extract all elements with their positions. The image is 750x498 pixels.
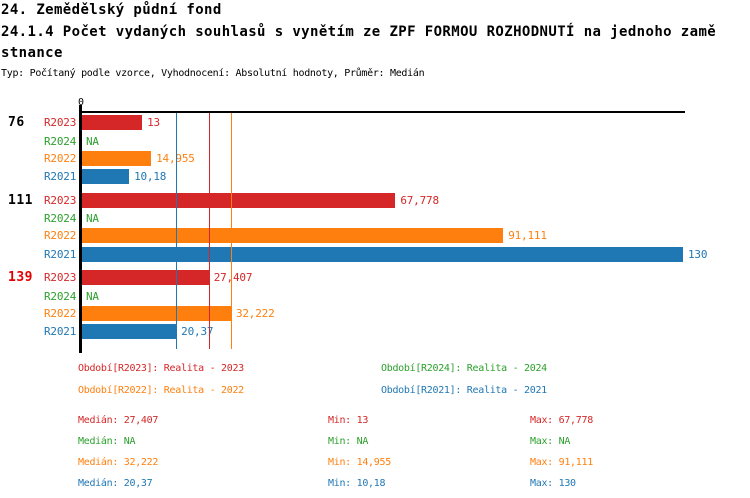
legend-item: Období[R2024]: Realita - 2024 — [381, 363, 547, 374]
y-axis-line — [79, 105, 82, 353]
series-label: R2022 — [44, 151, 77, 165]
series-label: R2021 — [44, 247, 77, 261]
median-line — [230, 113, 232, 349]
chart-subtitle: Typ: Počítaný podle vzorce, Vyhodnocení:… — [1, 68, 425, 79]
na-value: NA — [86, 212, 99, 225]
na-value: NA — [86, 289, 99, 303]
bar — [82, 228, 504, 243]
series-label: R2021 — [44, 325, 77, 338]
series-label: R2023 — [44, 271, 77, 284]
stat-median: Medián: 32,222 — [78, 457, 159, 468]
series-label: R2024 — [44, 289, 77, 303]
stat-max: Max: 67,778 — [530, 415, 593, 426]
bar — [82, 115, 143, 130]
series-label: R2022 — [44, 306, 77, 320]
bar — [82, 270, 209, 285]
bar-value: 10,18 — [134, 170, 167, 183]
stat-max: Max: 130 — [530, 478, 576, 489]
stat-min: Min: 13 — [328, 415, 369, 426]
bar — [82, 324, 177, 339]
bar-value: 67,778 — [400, 193, 439, 207]
stat-min: Min: 10,18 — [328, 478, 386, 489]
bar-value: 32,222 — [235, 306, 275, 320]
bar — [82, 169, 130, 184]
legend-item: Období[R2021]: Realita - 2021 — [381, 385, 547, 396]
group-label: 111 — [8, 192, 33, 208]
series-label: R2022 — [44, 229, 77, 242]
series-label: R2024 — [44, 134, 77, 148]
group-label: 139 — [8, 270, 33, 285]
stat-median: Medián: 27,407 — [78, 415, 159, 426]
median-line — [208, 113, 210, 349]
series-label: R2024 — [44, 212, 77, 225]
bar — [82, 305, 231, 321]
bar-value: 91,111 — [508, 229, 547, 242]
stat-median: Medián: 20,37 — [78, 478, 153, 489]
stat-max: Max: NA — [530, 436, 571, 447]
series-label: R2021 — [44, 170, 77, 183]
chart-title-line1: 24.1.4 Počet vydaných souhlasů s vynětím… — [1, 24, 717, 40]
stat-min: Min: 14,955 — [328, 457, 391, 468]
na-value: NA — [86, 134, 99, 148]
bar — [82, 246, 683, 262]
stat-max: Max: 91,111 — [530, 457, 593, 468]
bar — [82, 192, 396, 208]
bar-value: 13 — [147, 116, 160, 129]
stat-min: Min: NA — [328, 436, 369, 447]
legend-item: Období[R2023]: Realita - 2023 — [78, 363, 244, 374]
bar — [82, 150, 152, 166]
legend-item: Období[R2022]: Realita - 2022 — [78, 385, 244, 396]
series-label: R2023 — [44, 116, 77, 129]
x-axis-line — [80, 111, 685, 113]
bar-value: 20,37 — [181, 325, 214, 338]
series-label: R2023 — [44, 193, 77, 207]
x-axis-zero-tick-label: 0 — [77, 97, 85, 108]
page-title: 24. Zemědělský půdní fond — [1, 2, 222, 18]
bar-value: 130 — [688, 247, 708, 261]
group-label: 76 — [8, 115, 25, 130]
bar-value: 27,407 — [213, 271, 253, 284]
median-line — [176, 113, 178, 349]
stat-median: Medián: NA — [78, 436, 136, 447]
chart-title-line2: stnance — [1, 45, 63, 61]
bar-value: 14,955 — [156, 152, 195, 165]
